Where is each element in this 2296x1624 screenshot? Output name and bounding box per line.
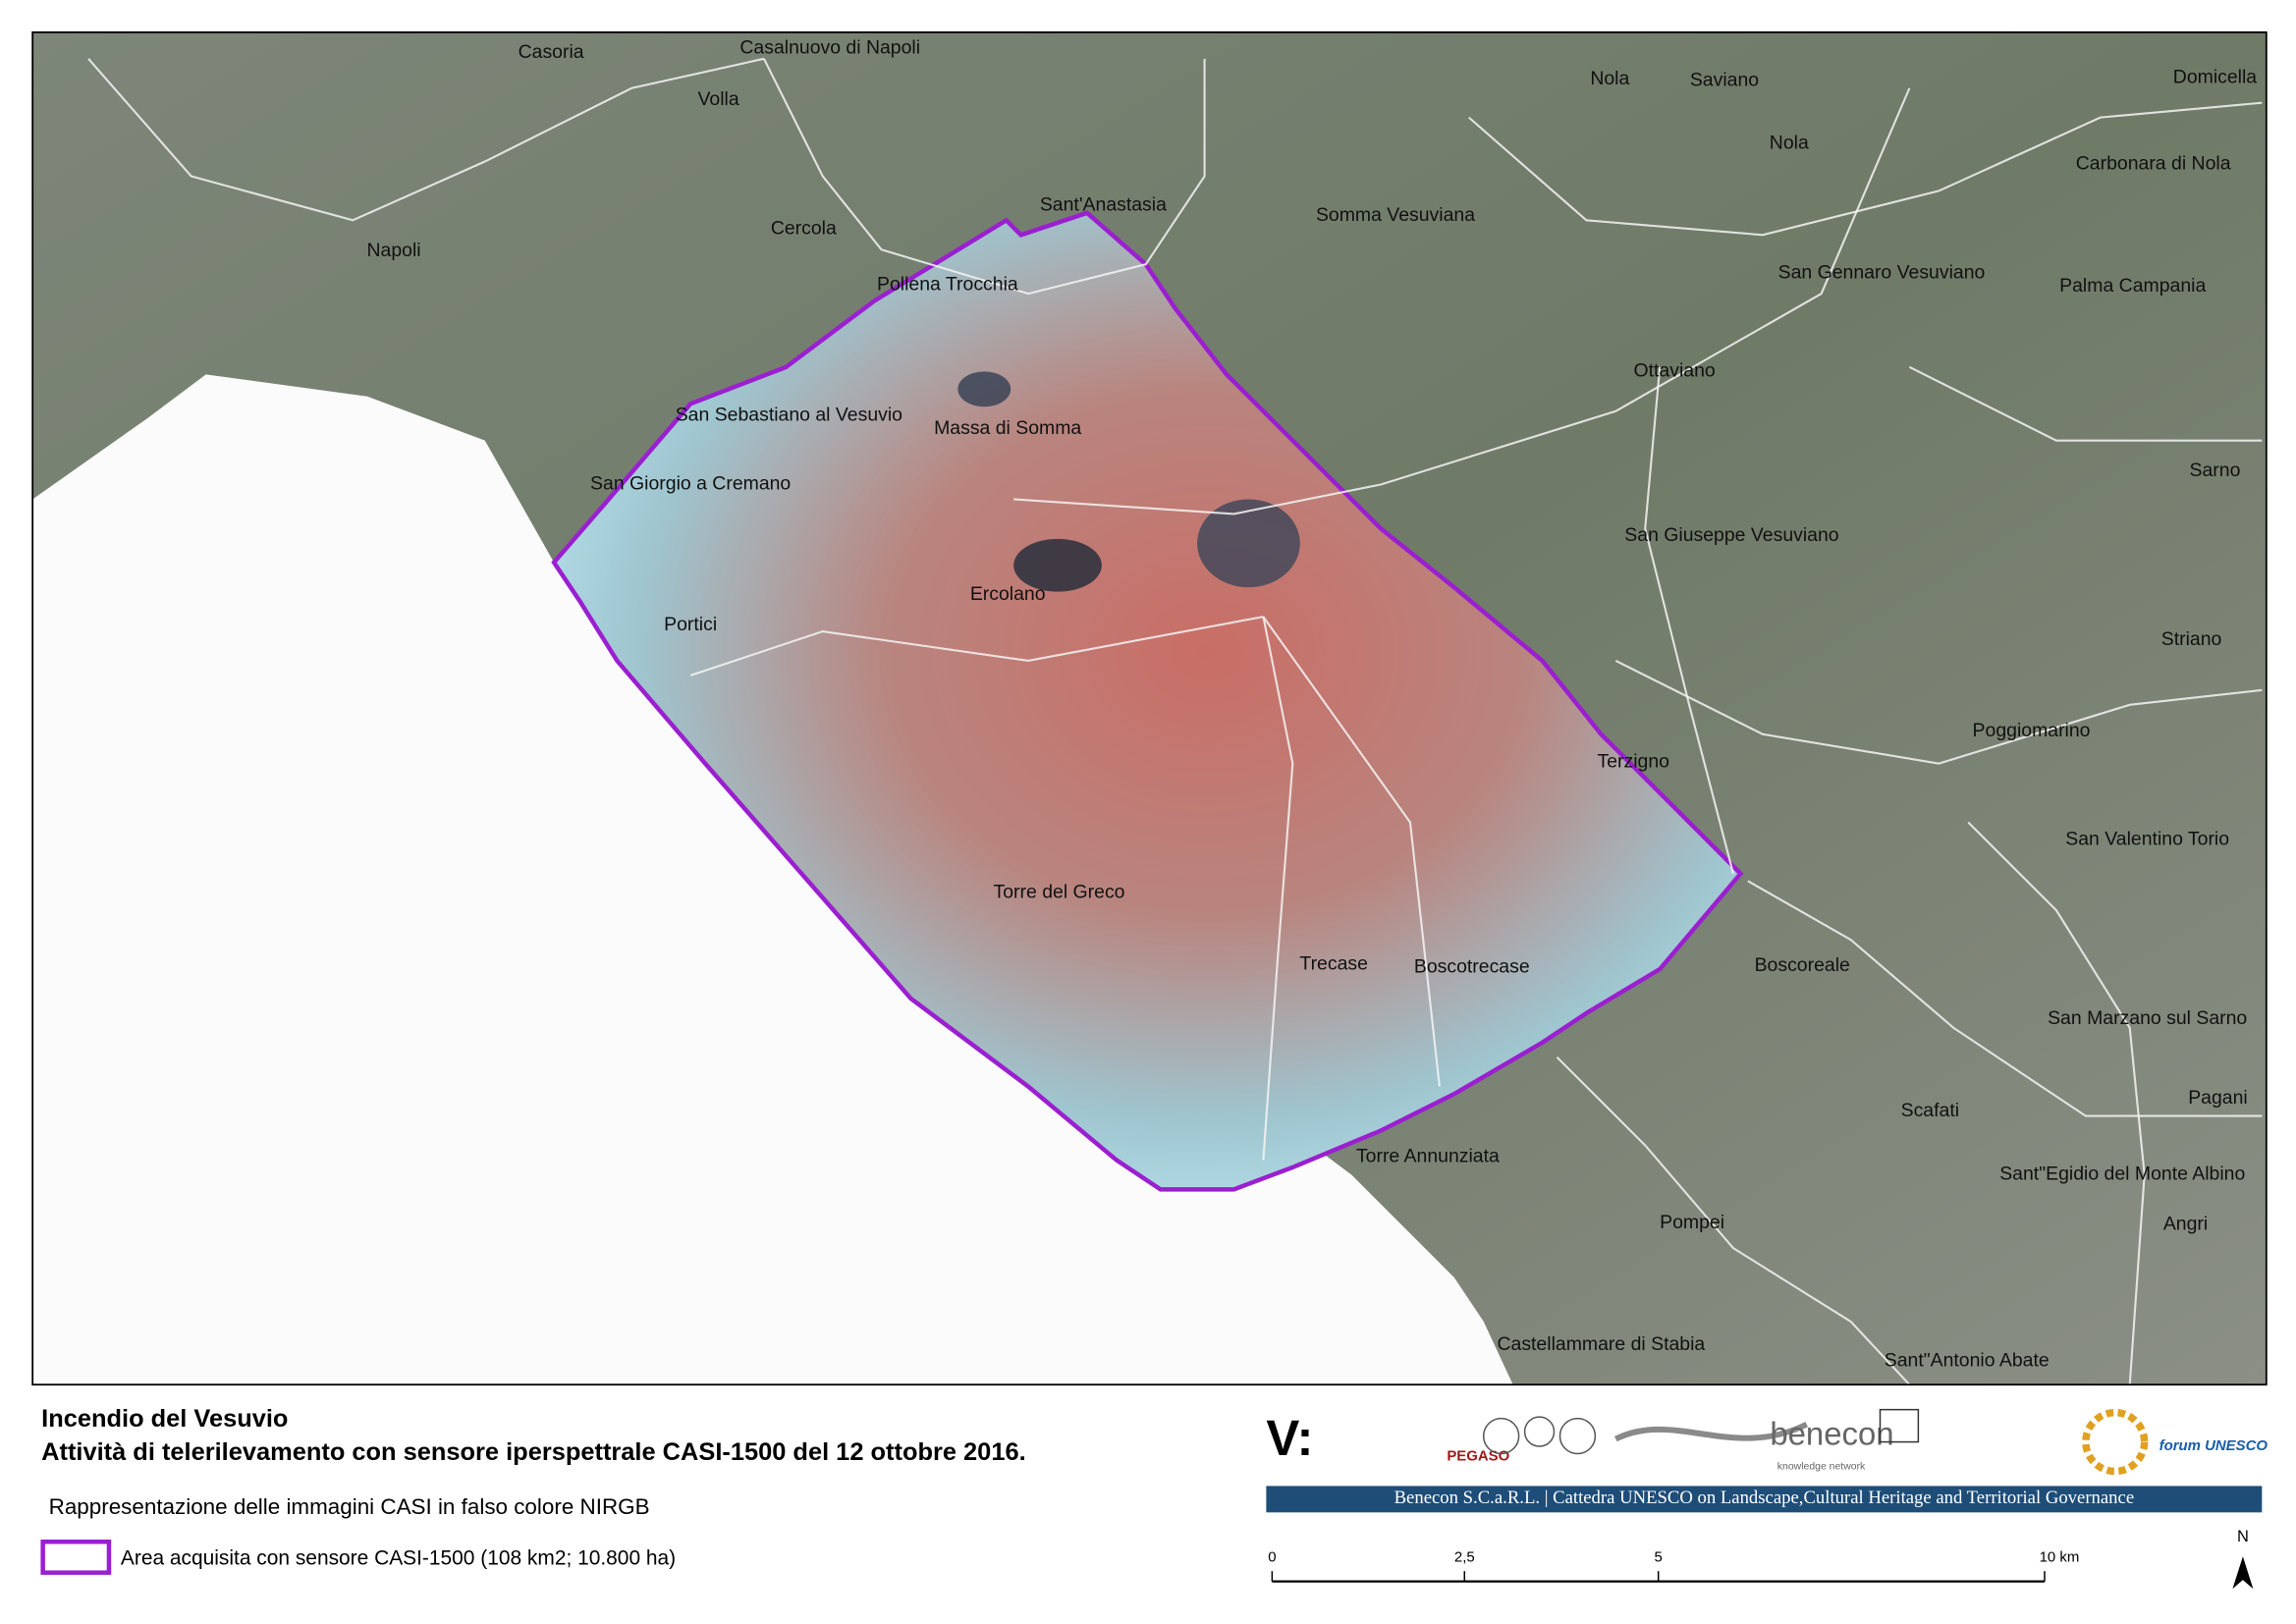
place-label: Casalnuovo di Napoli <box>739 36 920 58</box>
scale-label: 0 <box>1268 1549 1276 1566</box>
scale-label: 5 <box>1655 1549 1663 1566</box>
crater <box>1013 538 1102 592</box>
logo-benecon-sub: knowledge network <box>1777 1462 1866 1473</box>
logo-seal <box>1523 1416 1556 1447</box>
description: Rappresentazione delle immagini CASI in … <box>49 1494 650 1519</box>
place-label: Saviano <box>1690 69 1759 90</box>
place-label: Portici <box>664 614 717 635</box>
logo-seal <box>1558 1417 1597 1455</box>
place-label: Scafati <box>1901 1100 1959 1121</box>
place-label: San Sebastiano al Vesuvio <box>676 404 902 425</box>
logo-unesco <box>1879 1408 1920 1443</box>
place-label: Terzigno <box>1598 750 1669 772</box>
place-labels: Casoria Casalnuovo di Napoli Volla Nola Savi… <box>367 36 2258 1371</box>
info-panel: Incendio del Vesuvio Attività di teleril… <box>40 1405 2269 1590</box>
logo-seal <box>1482 1417 1520 1455</box>
subtitle: Attività di telerilevamento con sensore … <box>41 1438 1026 1466</box>
place-label: San Valentino Torio <box>2065 829 2229 850</box>
place-label: Sant"Antonio Abate <box>1885 1349 2050 1371</box>
place-label: San Marzano sul Sarno <box>2048 1007 2247 1029</box>
crater <box>1197 499 1300 588</box>
banner-text: Benecon S.C.a.R.L. | Cattedra UNESCO on … <box>1394 1488 2135 1508</box>
place-label: Ercolano <box>970 583 1046 605</box>
logo-wave <box>1613 1421 1809 1442</box>
crater <box>957 371 1011 407</box>
place-label: Torre Annunziata <box>1356 1146 1500 1167</box>
place-label: San Giorgio a Cremano <box>590 473 791 495</box>
title: Incendio del Vesuvio <box>41 1405 288 1433</box>
place-label: Nola <box>1590 68 1629 89</box>
logo-pegaso: PEGASO <box>1447 1447 1509 1464</box>
place-label: Pompei <box>1660 1212 1724 1233</box>
place-label: Angri <box>2163 1213 2208 1234</box>
roads <box>87 57 2263 1385</box>
place-label: Somma Vesuviana <box>1316 204 1475 226</box>
place-label: Palma Campania <box>2059 275 2206 297</box>
sea <box>32 374 1513 1385</box>
place-label: Sant'Anastasia <box>1040 194 1167 216</box>
place-label: Volla <box>697 88 738 110</box>
banner <box>1266 1486 2263 1513</box>
acquired-area <box>551 210 1744 1192</box>
place-label: Casoria <box>519 41 584 63</box>
north-label: N <box>2237 1528 2249 1545</box>
logo-benecon: benecon <box>1770 1415 1893 1451</box>
scale-label: 2,5 <box>1454 1549 1475 1566</box>
map-border <box>31 31 2268 1386</box>
place-label: Sarno <box>2190 460 2241 481</box>
scale-bar: 0 2,5 5 10 km <box>1268 1549 2080 1583</box>
place-label: Pagani <box>2188 1087 2248 1109</box>
place-label: Pollena Trocchia <box>877 273 1018 295</box>
place-label: Nola <box>1770 133 1809 154</box>
map-frame: Casoria Casalnuovo di Napoli Volla Nola Savi… <box>31 31 2268 1386</box>
place-label: Sant"Egidio del Monte Albino <box>1999 1164 2245 1185</box>
place-label: San Gennaro Vesuviano <box>1778 261 1986 283</box>
place-label: Domicella <box>2173 66 2258 87</box>
logo-v: V: <box>1266 1410 1313 1466</box>
place-label: San Giuseppe Vesuviano <box>1624 524 1838 546</box>
place-label: Castellammare di Stabia <box>1497 1333 1705 1355</box>
place-label: Boscoreale <box>1755 954 1850 976</box>
logo-forum-text: forum UNESCO <box>2159 1437 2269 1454</box>
place-label: Cercola <box>771 217 837 239</box>
place-label: Poggiomarino <box>1973 720 2091 741</box>
place-label: Massa di Somma <box>934 417 1081 439</box>
logo-forum <box>2082 1408 2149 1476</box>
place-label: Carbonara di Nola <box>2076 153 2231 175</box>
place-label: Napoli <box>367 240 421 261</box>
place-label: Boscotrecase <box>1414 956 1530 978</box>
place-label: Trecase <box>1299 953 1368 975</box>
place-label: Torre del Greco <box>994 881 1125 902</box>
place-label: Ottaviano <box>1634 359 1716 381</box>
legend-swatch <box>40 1540 112 1575</box>
scale-label: 10 km <box>2040 1549 2080 1566</box>
legend-label: Area acquisita con sensore CASI-1500 (10… <box>121 1547 676 1570</box>
place-label: Striano <box>2161 628 2222 650</box>
north-arrow <box>2232 1556 2254 1590</box>
